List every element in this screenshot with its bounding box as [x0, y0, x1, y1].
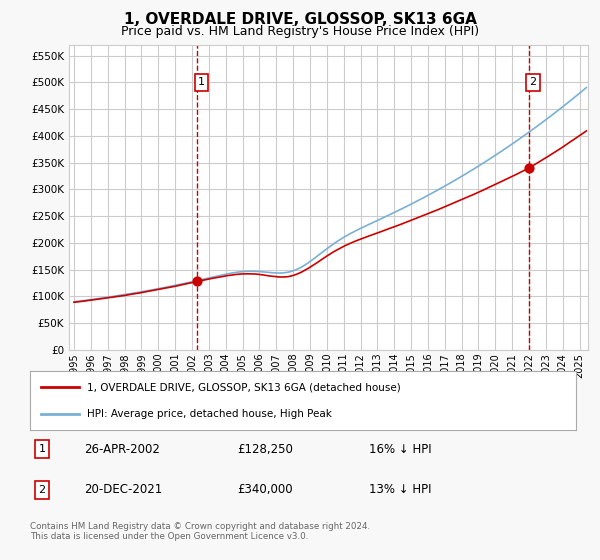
Point: [193, 277, 202, 286]
Text: 1, OVERDALE DRIVE, GLOSSOP, SK13 6GA: 1, OVERDALE DRIVE, GLOSSOP, SK13 6GA: [124, 12, 476, 27]
Text: 1: 1: [198, 77, 205, 87]
Text: 20-DEC-2021: 20-DEC-2021: [85, 483, 163, 496]
Text: 1: 1: [38, 444, 46, 454]
Text: 1, OVERDALE DRIVE, GLOSSOP, SK13 6GA (detached house): 1, OVERDALE DRIVE, GLOSSOP, SK13 6GA (de…: [88, 382, 401, 392]
Text: 26-APR-2002: 26-APR-2002: [85, 442, 160, 456]
Text: 2: 2: [38, 484, 46, 494]
Text: Contains HM Land Registry data © Crown copyright and database right 2024.
This d: Contains HM Land Registry data © Crown c…: [30, 522, 370, 542]
Point: [524, 164, 533, 172]
Text: 13% ↓ HPI: 13% ↓ HPI: [368, 483, 431, 496]
Text: HPI: Average price, detached house, High Peak: HPI: Average price, detached house, High…: [88, 409, 332, 419]
Text: 16% ↓ HPI: 16% ↓ HPI: [368, 442, 431, 456]
Text: £128,250: £128,250: [238, 442, 293, 456]
Text: 2: 2: [529, 77, 536, 87]
Text: Price paid vs. HM Land Registry's House Price Index (HPI): Price paid vs. HM Land Registry's House …: [121, 25, 479, 38]
Text: £340,000: £340,000: [238, 483, 293, 496]
